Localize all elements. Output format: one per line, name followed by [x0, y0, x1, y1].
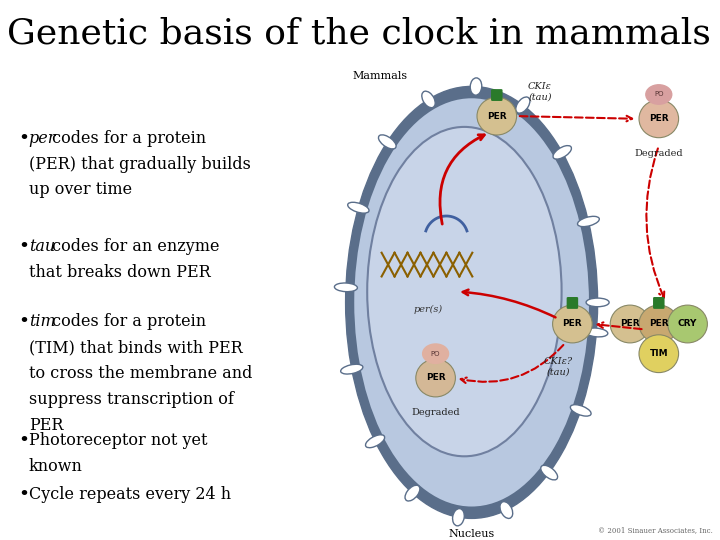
Text: suppress transcription of: suppress transcription of: [29, 391, 234, 408]
Ellipse shape: [346, 86, 598, 518]
Ellipse shape: [366, 435, 384, 448]
Ellipse shape: [470, 78, 482, 95]
Text: PO: PO: [654, 91, 664, 98]
Ellipse shape: [611, 305, 649, 343]
Ellipse shape: [367, 127, 562, 456]
Circle shape: [423, 344, 449, 363]
Ellipse shape: [577, 217, 599, 227]
Text: Genetic basis of the clock in mammals: Genetic basis of the clock in mammals: [7, 16, 711, 50]
Ellipse shape: [354, 98, 589, 507]
Ellipse shape: [639, 305, 679, 343]
Text: © 2001 Sinauer Associates, Inc.: © 2001 Sinauer Associates, Inc.: [598, 526, 713, 535]
Text: up over time: up over time: [29, 181, 132, 198]
FancyBboxPatch shape: [567, 297, 578, 309]
Text: Degraded: Degraded: [634, 148, 683, 158]
Text: per: per: [29, 130, 56, 146]
Text: (PER) that gradually builds: (PER) that gradually builds: [29, 156, 251, 172]
Text: tau: tau: [29, 238, 55, 254]
Ellipse shape: [552, 305, 592, 343]
Text: per(s): per(s): [414, 305, 443, 314]
FancyBboxPatch shape: [653, 297, 665, 309]
Text: codes for a protein: codes for a protein: [48, 313, 207, 330]
Text: TIM: TIM: [649, 349, 668, 358]
Text: PER: PER: [426, 374, 446, 382]
Ellipse shape: [585, 328, 608, 337]
Ellipse shape: [334, 283, 357, 292]
Text: Cycle repeats every 24 h: Cycle repeats every 24 h: [29, 486, 231, 503]
Text: codes for an enzyme: codes for an enzyme: [48, 238, 220, 254]
Ellipse shape: [570, 404, 591, 416]
Ellipse shape: [500, 502, 513, 518]
Text: •: •: [18, 486, 29, 504]
Ellipse shape: [416, 359, 455, 397]
Text: PER: PER: [487, 112, 507, 120]
Text: •: •: [18, 313, 29, 331]
Ellipse shape: [553, 146, 572, 159]
Text: PER: PER: [29, 417, 63, 434]
Ellipse shape: [341, 364, 363, 374]
Ellipse shape: [668, 305, 707, 343]
Text: PER: PER: [649, 114, 669, 123]
Text: •: •: [18, 130, 29, 147]
Text: codes for a protein: codes for a protein: [48, 130, 207, 146]
Ellipse shape: [477, 97, 517, 135]
Ellipse shape: [422, 91, 435, 107]
Text: known: known: [29, 458, 83, 475]
Text: PER: PER: [649, 320, 669, 328]
Ellipse shape: [348, 202, 369, 213]
Text: tim: tim: [29, 313, 55, 330]
Text: Photoreceptor not yet: Photoreceptor not yet: [29, 432, 207, 449]
Text: that breaks down PER: that breaks down PER: [29, 264, 210, 280]
Ellipse shape: [586, 298, 609, 307]
FancyBboxPatch shape: [491, 89, 503, 101]
Text: Mammals: Mammals: [353, 71, 408, 81]
Text: PO: PO: [431, 350, 441, 357]
Text: (TIM) that binds with PER: (TIM) that binds with PER: [29, 339, 243, 356]
Text: PER: PER: [562, 320, 582, 328]
Text: Degraded: Degraded: [411, 408, 460, 417]
Ellipse shape: [639, 100, 679, 138]
Text: •: •: [18, 432, 29, 450]
Ellipse shape: [541, 465, 557, 480]
Text: CKIε
(tau): CKIε (tau): [528, 82, 552, 102]
Ellipse shape: [639, 335, 679, 373]
Text: Nucleus: Nucleus: [449, 529, 495, 539]
Text: PER: PER: [620, 320, 640, 328]
Text: •: •: [18, 238, 29, 255]
Ellipse shape: [405, 485, 420, 501]
Ellipse shape: [516, 97, 530, 113]
Ellipse shape: [453, 509, 464, 526]
Ellipse shape: [379, 135, 396, 149]
Text: to cross the membrane and: to cross the membrane and: [29, 365, 252, 382]
Text: CKIε?
(tau): CKIε? (tau): [544, 357, 572, 377]
Text: CRY: CRY: [678, 320, 697, 328]
Circle shape: [646, 85, 672, 104]
